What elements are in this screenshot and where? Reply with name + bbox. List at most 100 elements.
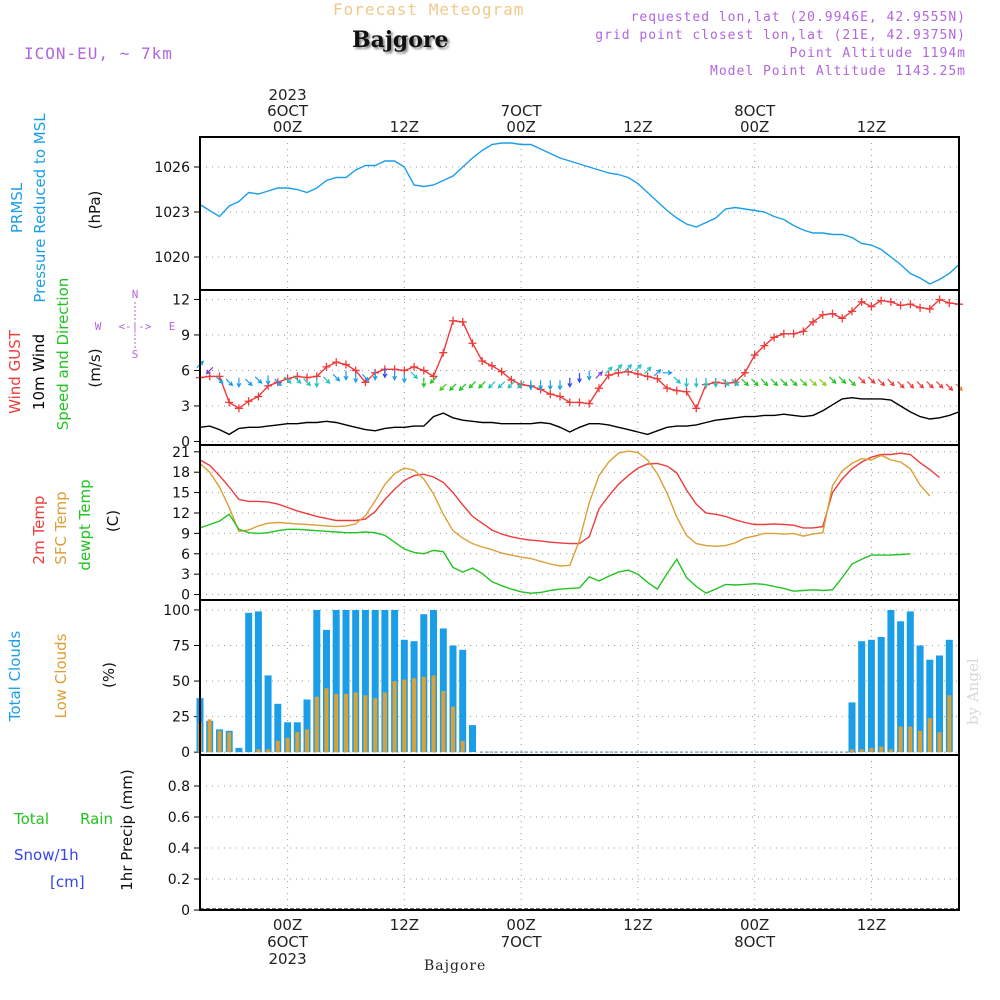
wind-arrow: [547, 380, 553, 391]
gust-marker: [838, 314, 847, 323]
wind-arrow: [392, 370, 398, 381]
gust-marker: [565, 398, 574, 407]
gust-marker: [614, 368, 623, 377]
bottom-time-label: 2023: [268, 950, 306, 968]
gust-marker: [750, 351, 759, 360]
wind-arrow: [684, 377, 690, 389]
low-cloud-bar: [382, 692, 387, 753]
wind-arrow: [799, 378, 808, 387]
series-dewpt-temp: [199, 513, 911, 594]
gust-marker: [283, 374, 292, 383]
wind-arrow: [624, 363, 633, 372]
gust-marker: [653, 374, 662, 383]
low-cloud-bar: [402, 679, 407, 753]
low-cloud-bar: [947, 695, 952, 753]
panel-pressure: 1020 1023 1026: [154, 136, 960, 291]
wind-arrow: [935, 381, 944, 389]
total-cloud-bar: [469, 725, 476, 753]
compass-w: W: [95, 320, 102, 333]
low-cloud-bar: [285, 737, 290, 753]
temp2m-label: 2m Temp: [30, 496, 48, 565]
total-cloud-bar: [449, 645, 457, 753]
y-tick-label: 0.4: [168, 841, 190, 857]
wind-arrow: [283, 376, 292, 385]
gridpoint-coords: grid point closest lon,lat (21E, 42.9375…: [595, 28, 966, 43]
total-cloud-bar: [936, 655, 943, 753]
wind-arrow: [449, 383, 457, 392]
gust-marker: [643, 372, 652, 381]
gust-marker: [828, 309, 837, 318]
low-cloud-bar: [217, 730, 222, 753]
y-tick-label: 21: [172, 445, 190, 461]
wind-arrow: [662, 370, 673, 376]
wind-arrow: [770, 378, 779, 387]
panel-frame: [199, 136, 960, 291]
series-sfc-temp: [199, 450, 931, 567]
compass-s: S: [132, 348, 139, 361]
low-cloud-bar: [918, 730, 923, 753]
wind-arrow: [458, 383, 467, 392]
wind-arrow: [429, 376, 438, 385]
low-cloud-bar: [314, 696, 319, 753]
wind-arrow: [225, 378, 234, 387]
panel-clouds: 0 25 50 75 100: [163, 599, 960, 761]
wind-arrow: [819, 378, 827, 387]
y-tick-label: 0: [181, 903, 190, 919]
wind-arrow: [215, 376, 224, 385]
wind-arrow: [517, 381, 525, 389]
location-title: Bajgore: [352, 27, 449, 53]
wind-arrow: [926, 381, 934, 389]
low-cloud-bar: [227, 732, 232, 753]
y-tick-label: 50: [172, 674, 190, 690]
total-clouds-label: Total Clouds: [6, 631, 24, 723]
wind-arrow: [605, 366, 613, 375]
gust-marker: [818, 310, 827, 319]
wind-arrow: [293, 376, 302, 385]
wind-arrow: [487, 381, 496, 389]
y-tick-label: 0: [181, 745, 190, 761]
gust-marker: [507, 375, 516, 384]
model-label: ICON-EU, ~ 7km: [24, 44, 173, 63]
low-cloud-bar: [927, 718, 932, 753]
wind-arrow: [877, 378, 886, 387]
model-altitude: Model Point Altitude 1143.25m: [710, 64, 966, 79]
gust-marker: [468, 339, 477, 348]
wind-arrow: [254, 376, 263, 385]
low-cloud-bar: [207, 719, 212, 753]
gust-marker: [332, 358, 341, 367]
wind-arrow: [382, 368, 388, 379]
top-time-label: 8OCT: [734, 102, 776, 120]
gust-marker: [303, 373, 312, 382]
total-cloud-bar: [361, 610, 369, 753]
wind-arrow: [361, 373, 370, 382]
gust-marker: [779, 329, 788, 338]
total-cloud-bar: [303, 699, 311, 753]
chart-title: Forecast Meteogram: [333, 0, 525, 19]
total-cloud-bar: [245, 612, 253, 753]
wind-arrow: [713, 377, 719, 389]
low-cloud-bar: [334, 693, 339, 753]
gust-marker: [439, 348, 448, 357]
low-cloud-bar: [869, 747, 874, 753]
gust-marker: [877, 296, 886, 305]
compass-arrow: <-|->: [118, 320, 151, 333]
gust-marker: [682, 387, 691, 396]
gust-marker: [906, 300, 915, 309]
total-cloud-bar: [897, 621, 905, 753]
bottom-time-label: 6OCT: [267, 933, 309, 951]
top-time-label: 00Z: [506, 118, 535, 136]
y-tick-label: 25: [172, 710, 190, 726]
wind-arrow: [693, 377, 699, 389]
gust-marker: [896, 301, 905, 310]
compass-e: E: [169, 320, 176, 333]
gust-marker: [449, 316, 457, 325]
bottom-time-label: 12Z: [857, 916, 886, 934]
total-cloud-bar: [867, 639, 875, 753]
top-time-label: 00Z: [740, 118, 769, 136]
y-tick-label: 0.2: [168, 872, 190, 888]
y-tick-label: 75: [172, 639, 190, 655]
gust-marker: [410, 362, 419, 371]
wind-arrow: [507, 381, 515, 389]
wind-arrow: [528, 380, 534, 391]
